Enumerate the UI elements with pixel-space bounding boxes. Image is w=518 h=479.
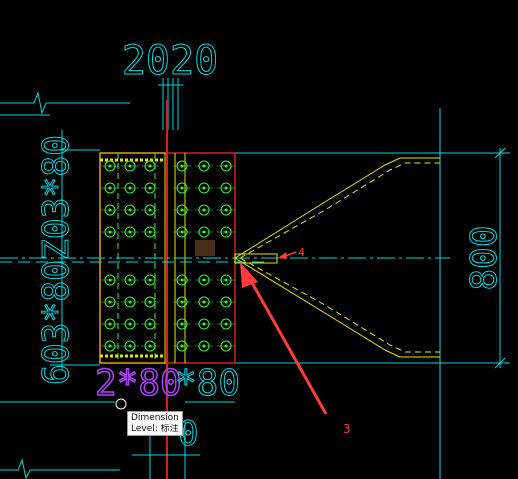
tooltip-title: Dimension <box>131 413 179 423</box>
callout-4-arrowhead <box>278 252 287 259</box>
break-line-top-left <box>0 91 130 115</box>
dimension-purple-text[interactable]: 2*80 <box>94 362 182 405</box>
tooltip-level: Level: 标注 <box>131 424 179 434</box>
dimension-left-lines <box>50 130 100 370</box>
dimension-tooltip: Dimension Level: 标注 <box>127 411 183 436</box>
bolt-grid[interactable] <box>101 160 235 352</box>
dimension-left-text: 603*80Z03*80 <box>36 135 77 385</box>
cursor-marker <box>115 398 127 410</box>
haunch-stiffener[interactable] <box>234 157 440 358</box>
dimension-cyan-text: *80 <box>175 363 240 404</box>
top-dimension-lines <box>158 78 183 130</box>
dimension-800[interactable] <box>440 147 510 369</box>
dimension-2020-text: 2020 <box>122 38 218 84</box>
callout-3-arrowhead <box>240 262 258 288</box>
web-tab <box>234 253 278 264</box>
callout-4-label: 4 <box>298 246 305 259</box>
dimension-800-text: 800 <box>464 225 505 290</box>
callout-3-leader <box>244 271 328 415</box>
callout-3-label: 3 <box>343 422 351 436</box>
break-line-bottom-left <box>0 458 120 479</box>
selected-block[interactable] <box>195 240 215 256</box>
